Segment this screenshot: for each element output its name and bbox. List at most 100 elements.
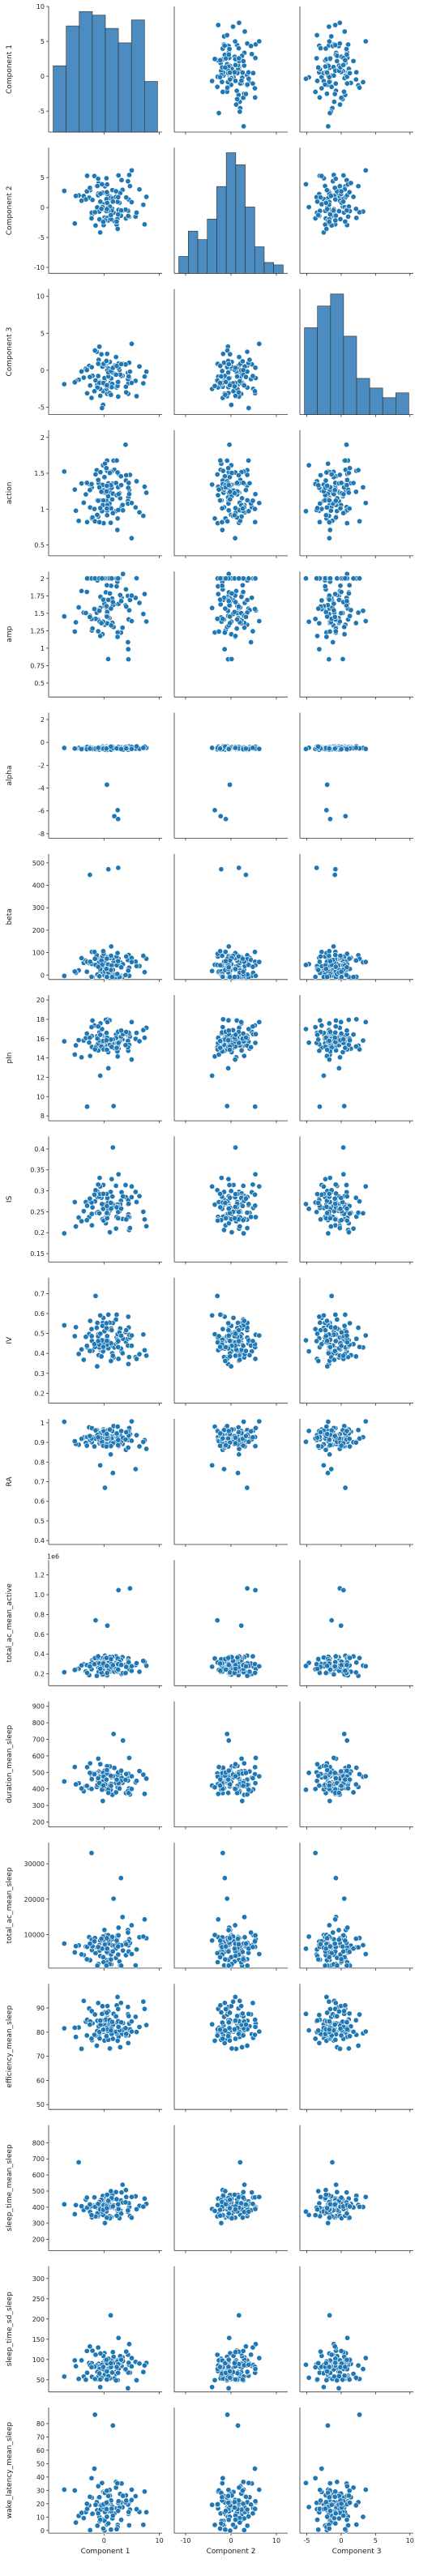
point-6-0-92 [104,955,110,962]
point-13-2-109 [344,1963,350,1969]
point-8-1-109 [225,1206,232,1212]
point-2-1-105 [256,340,263,347]
point-8-2-100 [315,1199,322,1206]
point-0-2-25 [328,33,335,40]
point-12-2-95 [302,1787,309,1793]
point-0-2-29 [336,19,343,26]
ytick-label-6-0: 0 [41,972,45,979]
point-9-0-26 [126,1354,132,1361]
point-6-0-59 [105,866,112,873]
point-1-0-89 [115,172,122,178]
point-1-2-52 [306,204,312,211]
point-2-0-102 [103,357,109,364]
point-7-0-97 [88,1024,95,1031]
point-3-0-75 [120,507,126,514]
point-1-0-108 [87,185,93,191]
row-label-4: amp [6,626,14,642]
point-7-1-23 [224,1103,230,1109]
point-6-1-36 [225,943,232,950]
point-10-1-46 [241,1419,247,1425]
point-4-2-23 [341,624,348,630]
point-14-1-80 [252,2031,259,2038]
point-8-0-85 [107,1229,113,1236]
point-6-0-60 [71,968,78,975]
point-8-0-37 [126,1225,133,1232]
point-4-0-101 [100,596,106,603]
point-10-2-95 [302,1438,309,1445]
ytick-label-10-6: 1 [41,1420,45,1427]
point-14-1-9 [209,2021,216,2027]
point-4-2-97 [312,616,319,622]
point-6-2-96 [323,966,329,972]
point-6-1-103 [223,958,229,964]
point-6-1-92 [239,955,246,962]
ytick-label-8-5: 0.4 [34,1146,45,1153]
point-12-1-106 [250,1775,256,1781]
point-3-2-19 [323,477,329,484]
ytick-label-7-1: 10 [36,1093,45,1100]
point-8-0-54 [96,1175,103,1181]
point-10-1-2 [244,1485,250,1491]
point-13-1-51 [215,1916,221,1923]
point-8-0-65 [126,1201,132,1207]
ytick-label-6-4: 400 [32,882,45,890]
point-11-0-99 [97,1665,104,1672]
point-12-0-56 [73,1781,79,1788]
ytick-label-12-7: 900 [32,1703,45,1711]
hist-bar-1-8 [254,246,265,274]
point-3-1-88 [227,489,233,495]
point-4-1-99 [233,633,239,639]
point-0-1-9 [209,78,216,84]
point-11-1-98 [217,1668,224,1674]
point-9-0-9 [97,1312,104,1318]
point-8-0-79 [122,1181,129,1188]
point-10-1-25 [220,1466,227,1472]
ytick-label-2-2: 5 [41,330,45,337]
point-12-1-72 [241,1760,247,1766]
point-14-0-101 [100,2027,106,2033]
point-8-1-80 [252,1191,259,1198]
point-4-2-8 [319,597,325,604]
point-4-1-104 [240,589,246,596]
point-1-0-100 [108,211,114,218]
point-14-1-98 [217,2002,224,2009]
point-2-0-30 [136,363,143,370]
point-3-1-9 [209,481,216,488]
point-8-1-91 [233,1144,239,1151]
point-12-0-62 [79,1785,85,1792]
point-11-2-98 [342,1668,349,1674]
point-0-1-49 [238,78,245,84]
point-0-1-103 [223,55,229,62]
point-1-2-31 [355,183,361,190]
point-3-0-91 [109,510,116,516]
ytick-label-5-4: 0 [41,739,45,746]
point-14-1-92 [239,2010,246,2017]
point-13-1-105 [256,1950,263,1957]
point-3-2-94 [326,519,332,525]
point-7-0-47 [114,1053,121,1060]
point-9-0-97 [88,1326,95,1332]
ytick-label-14-0: 50 [36,2101,45,2108]
point-13-1-23 [224,1895,230,1902]
point-10-2-84 [318,1429,324,1436]
point-0-2-80 [319,85,325,92]
point-13-1-15 [221,1875,228,1882]
point-2-1-106 [250,373,256,379]
point-10-2-105 [362,1418,369,1425]
point-4-1-65 [234,616,241,622]
point-9-0-62 [79,1346,85,1352]
point-6-2-103 [327,958,333,964]
point-9-2-72 [323,1318,330,1324]
point-3-2-55 [332,515,339,521]
point-8-0-64 [88,1211,95,1217]
point-11-0-73 [92,1617,99,1624]
point-11-0-109 [118,1662,125,1668]
point-3-0-29 [143,489,150,496]
ytick-label-5-2: -4 [38,785,45,792]
point-10-2-88 [353,1439,359,1446]
point-3-1-109 [225,482,232,489]
point-13-0-105 [128,1950,135,1957]
point-10-2-3 [327,1451,333,1458]
point-3-1-92 [239,506,246,512]
point-4-2-92 [346,582,353,588]
